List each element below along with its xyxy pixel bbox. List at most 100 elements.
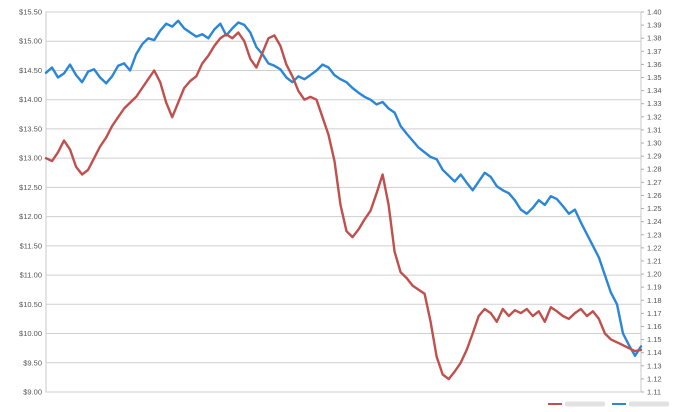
series-2-point bbox=[273, 34, 275, 37]
series-1-point bbox=[604, 274, 606, 276]
left-tick-label: $11.00 bbox=[20, 271, 42, 280]
series-2-point bbox=[141, 87, 143, 89]
series-1-point bbox=[520, 209, 522, 211]
left-tick-label: $12.00 bbox=[19, 212, 42, 221]
right-tick-label: 1.15 bbox=[647, 335, 662, 344]
series-1-point bbox=[333, 74, 336, 76]
series-1-point bbox=[502, 189, 504, 191]
series-1-point bbox=[111, 75, 113, 77]
series-1-point bbox=[297, 75, 299, 77]
series-1-point bbox=[484, 172, 486, 174]
series-2-point bbox=[135, 96, 137, 98]
left-tick-label: $11.50 bbox=[20, 241, 42, 250]
series-2-point bbox=[225, 33, 227, 35]
series-2-point bbox=[261, 52, 263, 54]
series-1-point bbox=[406, 133, 408, 135]
series-1-point bbox=[135, 53, 137, 55]
series-1-point bbox=[171, 26, 173, 28]
series-2-point bbox=[508, 315, 510, 317]
series-1-point bbox=[640, 345, 642, 347]
series-1-point bbox=[490, 176, 492, 178]
series-2-point bbox=[267, 37, 269, 39]
series-1-point bbox=[243, 24, 245, 26]
series-2-point bbox=[315, 99, 318, 101]
series-2-point bbox=[309, 96, 311, 98]
right-tick-label: 1.21 bbox=[647, 256, 662, 265]
left-tick-label: $12.50 bbox=[19, 183, 42, 192]
series-2-point bbox=[285, 64, 287, 66]
series-2-point bbox=[490, 312, 492, 314]
series-1-point bbox=[454, 180, 456, 183]
series-2-point bbox=[586, 315, 588, 317]
series-1-point bbox=[382, 101, 384, 103]
series-2-point bbox=[351, 236, 354, 238]
series-2-point bbox=[171, 116, 173, 118]
series-2-point bbox=[580, 308, 582, 310]
series-1-point bbox=[279, 68, 281, 70]
series-2-point bbox=[291, 75, 293, 77]
series-2-point bbox=[249, 58, 251, 60]
series-1-point bbox=[303, 78, 305, 80]
series-1-point bbox=[321, 64, 324, 66]
right-tick-label: 1.33 bbox=[647, 99, 662, 108]
right-tick-label: 1.13 bbox=[647, 361, 662, 370]
series-2-point bbox=[327, 134, 330, 136]
legend bbox=[548, 401, 669, 407]
series-1-point bbox=[183, 27, 185, 29]
series-1-point bbox=[141, 43, 143, 45]
series-2-point bbox=[520, 312, 522, 314]
right-tick-label: 1.17 bbox=[647, 309, 662, 318]
series-2-point bbox=[183, 87, 185, 89]
series-1-point bbox=[580, 221, 582, 224]
left-tick-label: $14.00 bbox=[19, 95, 42, 104]
series-1-point bbox=[363, 96, 366, 98]
right-tick-label: 1.19 bbox=[647, 283, 662, 292]
series-1-point bbox=[472, 189, 474, 191]
series-1-point bbox=[418, 147, 420, 149]
series-1-point bbox=[514, 199, 516, 201]
series-2-point bbox=[117, 116, 119, 118]
series-2-point bbox=[255, 66, 257, 69]
series-1-point bbox=[394, 112, 396, 114]
series-1-point bbox=[556, 198, 558, 200]
series-1-point bbox=[249, 31, 251, 34]
series-1-point bbox=[57, 76, 59, 79]
series-2-point bbox=[51, 160, 53, 162]
series-2-point bbox=[129, 102, 131, 104]
series-2-point bbox=[604, 332, 606, 335]
left-tick-label: $10.00 bbox=[19, 329, 42, 338]
right-tick-label: 1.26 bbox=[647, 191, 662, 200]
right-tick-label: 1.31 bbox=[647, 125, 662, 134]
series-2-point bbox=[376, 192, 378, 194]
series-2-point bbox=[394, 251, 396, 253]
series-1-point bbox=[376, 103, 378, 105]
series-2-point bbox=[87, 169, 89, 171]
right-tick-label: 1.34 bbox=[647, 86, 662, 95]
series-1-point bbox=[550, 195, 552, 197]
series-1-point bbox=[87, 71, 89, 73]
series-2-point bbox=[526, 308, 528, 310]
series-1-point bbox=[309, 74, 311, 76]
right-tick-label: 1.38 bbox=[647, 34, 662, 43]
series-2-point bbox=[165, 102, 167, 104]
series-2-point bbox=[616, 341, 618, 343]
series-1-point bbox=[255, 46, 257, 48]
series-1-point bbox=[237, 21, 239, 24]
series-1-point bbox=[315, 69, 318, 72]
series-2-point bbox=[195, 75, 197, 77]
series-1-point bbox=[448, 175, 450, 177]
series-1-point bbox=[460, 173, 462, 176]
series-2-point bbox=[544, 321, 546, 323]
series-1-point bbox=[45, 72, 47, 74]
series-1-point bbox=[273, 65, 275, 67]
series-1-point bbox=[327, 66, 330, 69]
series-1-point bbox=[508, 192, 510, 194]
left-tick-label: $9.00 bbox=[23, 388, 42, 397]
series-1-point bbox=[442, 169, 444, 171]
series-2-point bbox=[568, 318, 570, 320]
series-1-point bbox=[622, 332, 624, 335]
series-2-point bbox=[574, 312, 576, 314]
series-1-point bbox=[436, 158, 438, 160]
series-2-point bbox=[339, 204, 342, 206]
right-tick-label: 1.32 bbox=[647, 112, 662, 121]
